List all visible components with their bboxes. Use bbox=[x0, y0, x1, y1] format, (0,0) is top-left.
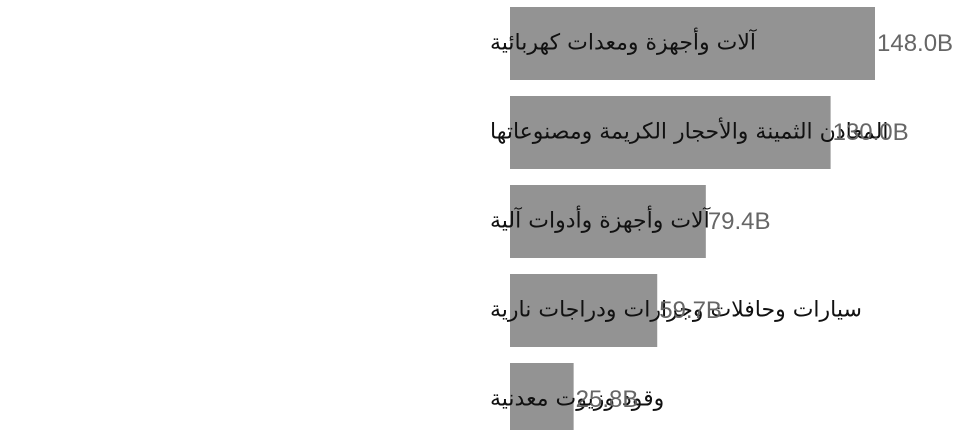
category-label: آلات وأجهزة وأدوات آلية bbox=[490, 206, 711, 234]
bar bbox=[510, 7, 875, 80]
category-label: سيارات وحافلات وجرارات ودراجات نارية bbox=[490, 298, 862, 323]
value-label: 25.8B bbox=[576, 386, 639, 413]
value-label: 148.0B bbox=[877, 30, 953, 57]
value-label: 59.7B bbox=[659, 297, 722, 324]
category-label: المعادن الثمينة والأحجار الكريمة ومصنوعا… bbox=[490, 118, 888, 145]
category-label: وقود وزيوت معدنية bbox=[490, 387, 664, 412]
bar bbox=[510, 363, 574, 430]
value-label: 79.4B bbox=[708, 208, 771, 235]
bar bbox=[510, 185, 706, 258]
bar bbox=[510, 96, 831, 169]
category-label: آلات وأجهزة ومعدات كهربائية bbox=[490, 28, 757, 56]
bar bbox=[510, 274, 658, 347]
value-label: 130.0B bbox=[833, 119, 909, 146]
